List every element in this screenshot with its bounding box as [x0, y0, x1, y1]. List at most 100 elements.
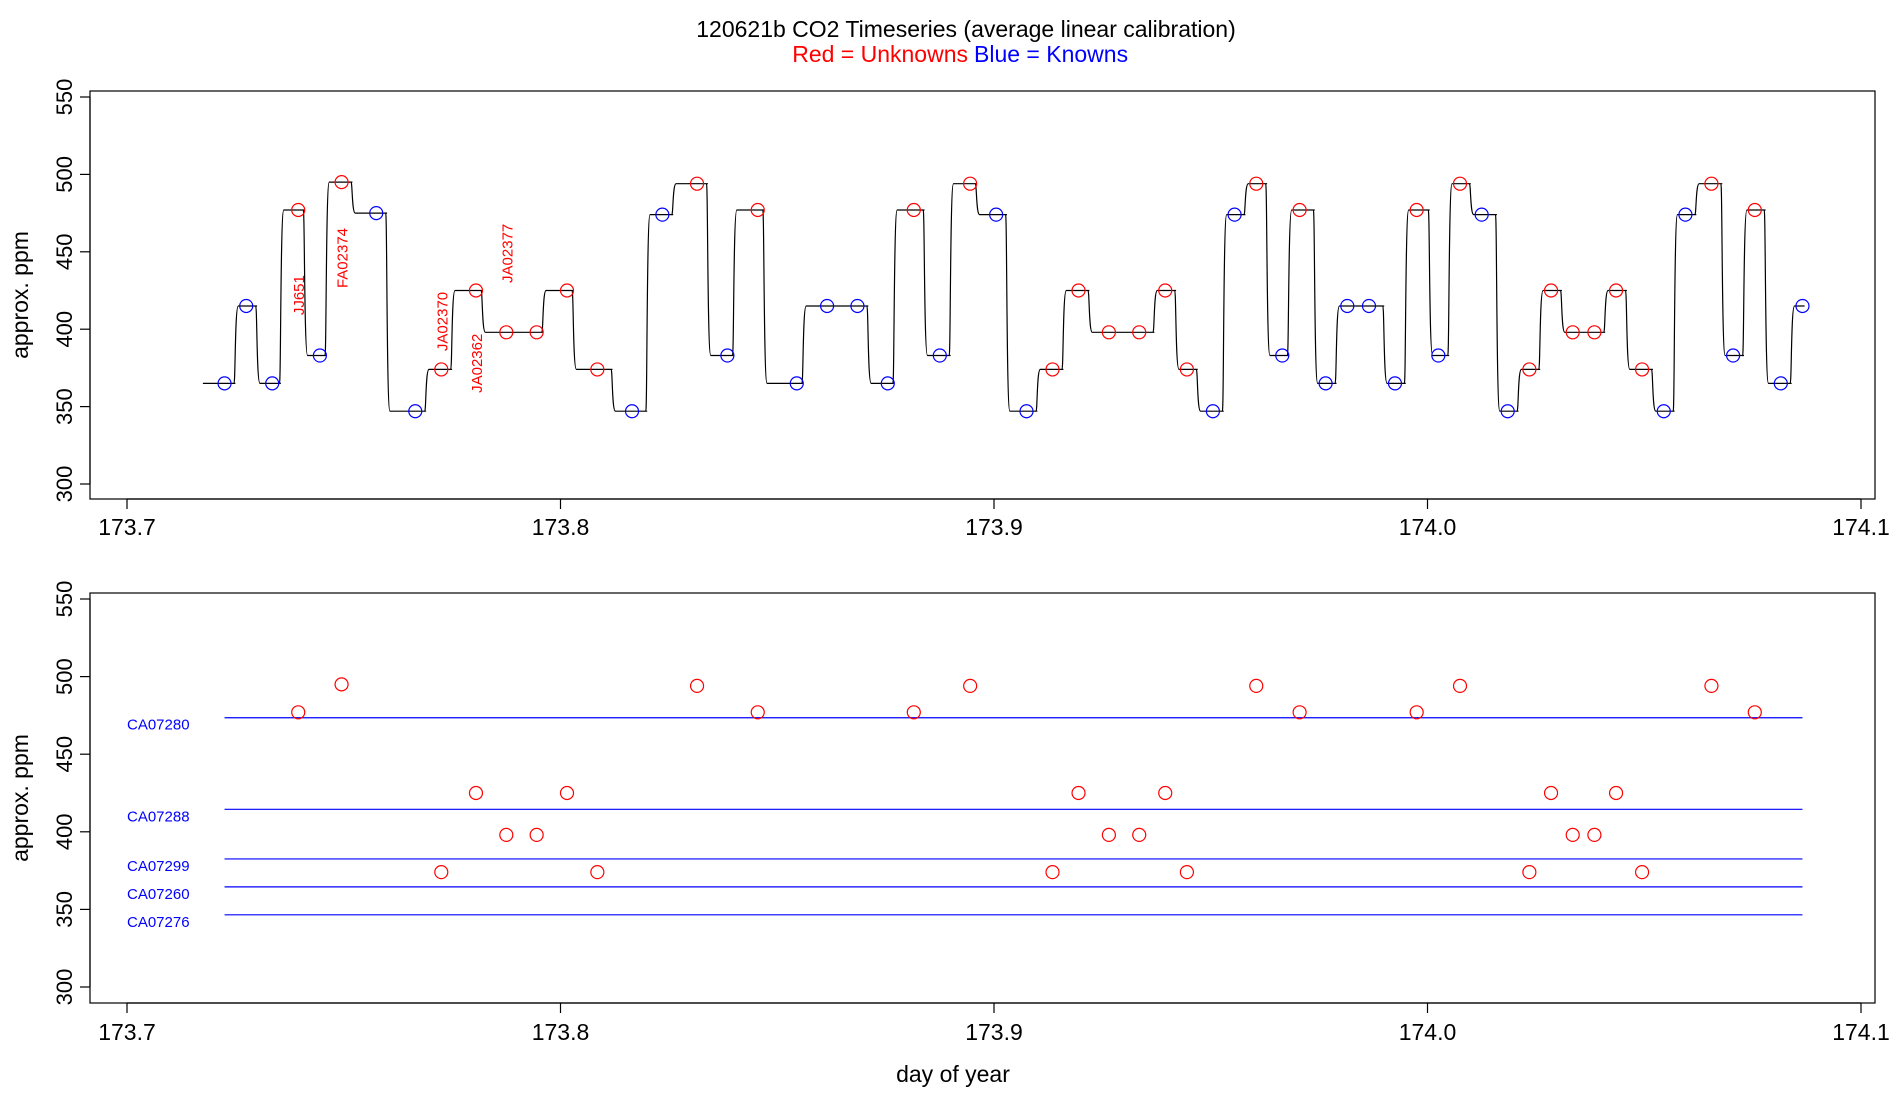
- known-point: [655, 207, 670, 222]
- unknown-point: [499, 827, 514, 843]
- unknown-point: [1565, 325, 1580, 340]
- known-point: [239, 298, 254, 314]
- x-tick-label: 173.7: [98, 1019, 156, 1045]
- unknown-point: [906, 202, 921, 218]
- y-tick-label: 500: [52, 658, 77, 695]
- known-point: [1227, 207, 1242, 222]
- known-point: [989, 207, 1004, 222]
- y-tick-label: 400: [52, 311, 77, 348]
- unknown-point: [689, 176, 705, 191]
- sample-annotation: FA02374: [335, 228, 352, 288]
- known-point: [624, 404, 640, 419]
- unknown-point: [1634, 362, 1650, 377]
- reference-label: CA07299: [127, 858, 190, 875]
- unknown-point: [1608, 785, 1624, 801]
- unknown-point: [434, 865, 449, 880]
- unknown-point: [1292, 705, 1307, 720]
- reference-label: CA07276: [127, 914, 190, 931]
- y-tick-label: 550: [52, 79, 77, 116]
- known-point: [850, 298, 865, 314]
- reference-label: CA07288: [127, 808, 190, 825]
- y-tick-label: 550: [52, 581, 77, 618]
- unknown-point: [590, 865, 605, 880]
- x-tick-label: 173.9: [965, 514, 1023, 540]
- unknown-point: [750, 705, 765, 720]
- timeseries-trace: [202, 181, 1805, 412]
- unknown-point: [559, 785, 575, 801]
- unknown-point: [689, 678, 705, 694]
- unknown-point: [1452, 176, 1468, 191]
- unknown-point: [1522, 865, 1537, 880]
- unknown-point: [963, 678, 978, 694]
- sample-annotation: JA02362: [469, 334, 486, 393]
- unknown-point: [1543, 283, 1559, 298]
- unknown-point: [1071, 785, 1086, 801]
- unknown-point: [1522, 362, 1537, 377]
- unknown-point: [1409, 705, 1424, 720]
- known-point: [880, 376, 895, 391]
- unknown-point: [963, 176, 978, 191]
- x-tick-label: 173.9: [965, 1019, 1023, 1045]
- known-point: [217, 376, 232, 391]
- unknown-point: [1634, 865, 1650, 880]
- unknown-point: [1704, 678, 1719, 694]
- known-point: [932, 348, 947, 363]
- y-tick-label: 350: [52, 891, 77, 928]
- sample-annotation: JJ651: [291, 275, 308, 315]
- legend-blue-label: Blue = Knowns: [974, 41, 1128, 67]
- y-tick-label: 450: [52, 233, 77, 270]
- y-axis-label: approx. ppm: [7, 231, 33, 359]
- unknown-point: [334, 175, 349, 190]
- y-tick-label: 350: [52, 388, 77, 425]
- calibrated-panel: 300 350 400 450 500 550 approx. ppm 173.7 173.8 1…: [7, 581, 1890, 1087]
- unknown-point: [291, 705, 306, 720]
- known-point: [1340, 298, 1355, 314]
- y-tick-label: 300: [52, 466, 77, 503]
- reference-label: CA07280: [127, 717, 190, 734]
- unknown-point: [529, 325, 544, 340]
- x-axis-label: day of year: [896, 1061, 1010, 1087]
- unknown-point: [1132, 325, 1147, 340]
- unknown-point: [1179, 865, 1195, 880]
- known-point: [1500, 404, 1515, 419]
- known-point: [1019, 404, 1034, 419]
- unknown-point: [1132, 827, 1147, 843]
- unknown-point: [1452, 678, 1468, 694]
- unknown-point: [1249, 678, 1264, 694]
- x-tick-label: 174.1: [1832, 514, 1890, 540]
- chart-title: 120621b CO2 Timeseries (average linear c…: [696, 16, 1236, 42]
- unknown-point: [1045, 362, 1060, 377]
- unknown-point: [559, 283, 575, 298]
- unknown-point: [334, 677, 349, 692]
- unknown-point: [1543, 785, 1559, 801]
- plot-frame: [89, 592, 1876, 1004]
- unknown-point: [590, 362, 605, 377]
- x-tick-label: 173.7: [98, 514, 156, 540]
- x-tick-label: 174.0: [1399, 514, 1457, 540]
- unknown-point: [529, 827, 544, 843]
- unknown-point: [1747, 705, 1762, 720]
- unknown-point: [1704, 176, 1719, 191]
- known-point: [1205, 404, 1221, 419]
- known-point: [820, 298, 835, 314]
- unknown-point: [499, 325, 514, 340]
- known-point: [1275, 348, 1290, 363]
- y-tick-label: 450: [52, 736, 77, 773]
- known-point: [369, 206, 384, 221]
- known-point: [1361, 298, 1377, 314]
- x-tick-label: 174.1: [1832, 1019, 1890, 1045]
- y-tick-label: 300: [52, 969, 77, 1006]
- unknown-point: [1587, 827, 1602, 843]
- known-point: [1431, 348, 1446, 363]
- known-point: [1678, 207, 1693, 222]
- unknown-point: [1409, 202, 1424, 218]
- legend: Red = Unknowns Blue = Knowns: [792, 41, 1128, 67]
- unknown-point: [1587, 325, 1602, 340]
- unknown-point: [1565, 827, 1580, 843]
- known-point: [789, 376, 804, 391]
- unknown-point: [750, 202, 765, 218]
- known-point: [1474, 207, 1489, 222]
- x-tick-label: 173.8: [532, 514, 590, 540]
- known-point: [1726, 348, 1741, 363]
